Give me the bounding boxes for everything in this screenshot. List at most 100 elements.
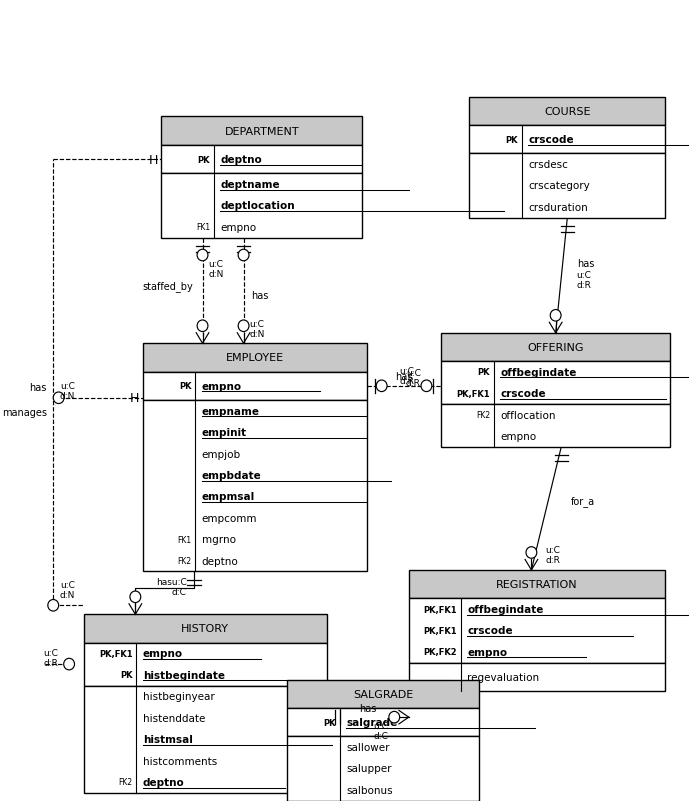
Text: histbegindate: histbegindate — [143, 670, 225, 680]
Text: PK: PK — [324, 718, 336, 727]
Bar — [469, 154, 665, 218]
Text: d:R: d:R — [400, 377, 414, 386]
Text: empcomm: empcomm — [201, 513, 257, 523]
Text: u:C: u:C — [577, 270, 591, 279]
Bar — [288, 679, 479, 708]
Text: DEPARTMENT: DEPARTMENT — [224, 127, 299, 136]
Text: FK2: FK2 — [177, 557, 191, 565]
Text: d:N: d:N — [60, 590, 75, 599]
Text: H: H — [130, 391, 139, 405]
Circle shape — [197, 250, 208, 261]
Text: PK: PK — [477, 368, 490, 377]
Text: offlocation: offlocation — [500, 410, 555, 420]
Text: u:C: u:C — [249, 319, 264, 328]
Bar — [161, 174, 362, 238]
Bar — [143, 344, 366, 372]
Text: empmsal: empmsal — [201, 492, 255, 502]
Circle shape — [376, 380, 387, 392]
Bar — [143, 400, 366, 572]
Text: empname: empname — [201, 406, 259, 416]
Text: crscategory: crscategory — [528, 181, 590, 191]
Text: empno: empno — [201, 381, 242, 391]
Bar — [161, 117, 362, 146]
Text: empinit: empinit — [201, 427, 247, 438]
Text: u:C: u:C — [60, 580, 75, 589]
Bar — [442, 404, 670, 448]
Text: d:C: d:C — [373, 731, 388, 739]
Text: COURSE: COURSE — [544, 107, 591, 116]
Circle shape — [130, 591, 141, 603]
Bar — [161, 146, 362, 174]
Text: mgrno: mgrno — [201, 535, 235, 545]
Bar — [84, 614, 326, 643]
Text: manages: manages — [1, 407, 47, 417]
Circle shape — [526, 547, 537, 558]
Text: OFFERING: OFFERING — [527, 342, 584, 353]
Text: crscode: crscode — [500, 389, 546, 399]
Text: crscode: crscode — [468, 626, 513, 636]
Text: has: has — [30, 383, 47, 392]
Circle shape — [197, 321, 208, 332]
Text: EMPLOYEE: EMPLOYEE — [226, 353, 284, 363]
Text: deptno: deptno — [201, 556, 238, 566]
Text: has: has — [251, 291, 268, 301]
Text: d:N: d:N — [208, 269, 224, 278]
Text: histcomments: histcomments — [143, 755, 217, 766]
Circle shape — [238, 250, 249, 261]
Text: PK: PK — [120, 670, 132, 679]
Text: empno: empno — [143, 649, 183, 658]
Text: PK: PK — [505, 136, 518, 144]
Text: PK: PK — [197, 156, 210, 164]
Text: FK1: FK1 — [177, 535, 191, 544]
Text: salupper: salupper — [346, 764, 392, 773]
Text: histenddate: histenddate — [143, 713, 205, 723]
Text: u:C: u:C — [208, 260, 223, 269]
Text: REGISTRATION: REGISTRATION — [496, 579, 578, 589]
Text: for_a: for_a — [571, 496, 595, 506]
Text: PK,FK2: PK,FK2 — [424, 647, 457, 657]
Circle shape — [238, 321, 249, 332]
Text: salgrade: salgrade — [346, 717, 397, 727]
Bar — [84, 686, 326, 792]
Text: u:C: u:C — [545, 546, 560, 555]
Text: offbegindate: offbegindate — [500, 367, 577, 378]
Text: u:C: u:C — [406, 369, 421, 378]
Circle shape — [421, 380, 432, 392]
Text: deptno: deptno — [143, 777, 184, 787]
Text: regevaluation: regevaluation — [468, 672, 540, 682]
Text: crscode: crscode — [528, 135, 574, 145]
Text: FK2: FK2 — [476, 411, 490, 419]
Circle shape — [48, 600, 59, 611]
Text: u:C: u:C — [400, 367, 414, 375]
Circle shape — [63, 658, 75, 670]
Text: d:R: d:R — [577, 281, 591, 290]
Text: FK1: FK1 — [196, 223, 210, 232]
Text: staffed_by: staffed_by — [143, 281, 193, 291]
Text: u:C: u:C — [373, 721, 388, 730]
Bar — [469, 126, 665, 154]
Text: FK2: FK2 — [119, 777, 132, 787]
Text: empno: empno — [500, 431, 536, 442]
Circle shape — [550, 310, 561, 322]
Text: SALGRADE: SALGRADE — [353, 689, 413, 699]
Text: sallower: sallower — [346, 742, 390, 752]
Text: PK: PK — [179, 382, 191, 391]
Bar — [288, 736, 479, 800]
Text: d:R: d:R — [545, 556, 560, 565]
Bar — [442, 334, 670, 362]
Text: histbeginyear: histbeginyear — [143, 691, 215, 701]
Text: deptname: deptname — [220, 180, 280, 190]
Text: PK,FK1: PK,FK1 — [456, 389, 490, 399]
Text: empno: empno — [468, 647, 508, 657]
Text: has: has — [395, 371, 413, 382]
Text: salbonus: salbonus — [346, 785, 393, 795]
Text: empbdate: empbdate — [201, 471, 262, 480]
Text: has: has — [359, 703, 376, 713]
Bar — [469, 97, 665, 126]
Text: deptlocation: deptlocation — [220, 201, 295, 211]
Text: d:N: d:N — [249, 330, 264, 338]
Circle shape — [389, 711, 400, 723]
Bar — [288, 708, 479, 736]
Text: PK,FK1: PK,FK1 — [99, 649, 132, 658]
Text: crsduration: crsduration — [528, 203, 588, 213]
